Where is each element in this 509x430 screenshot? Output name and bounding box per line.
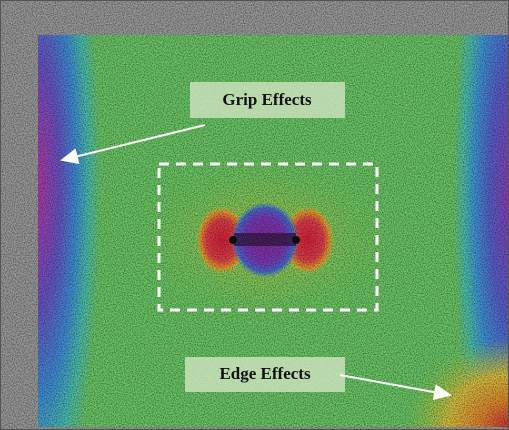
strain-field-image: Grip Effects Edge Effects [0,0,509,430]
page: {"annotations": [{"label": "Grip Effects… [0,0,509,430]
annotation-label: Edge Effects [219,364,311,383]
annotation-label: Grip Effects [222,90,312,109]
